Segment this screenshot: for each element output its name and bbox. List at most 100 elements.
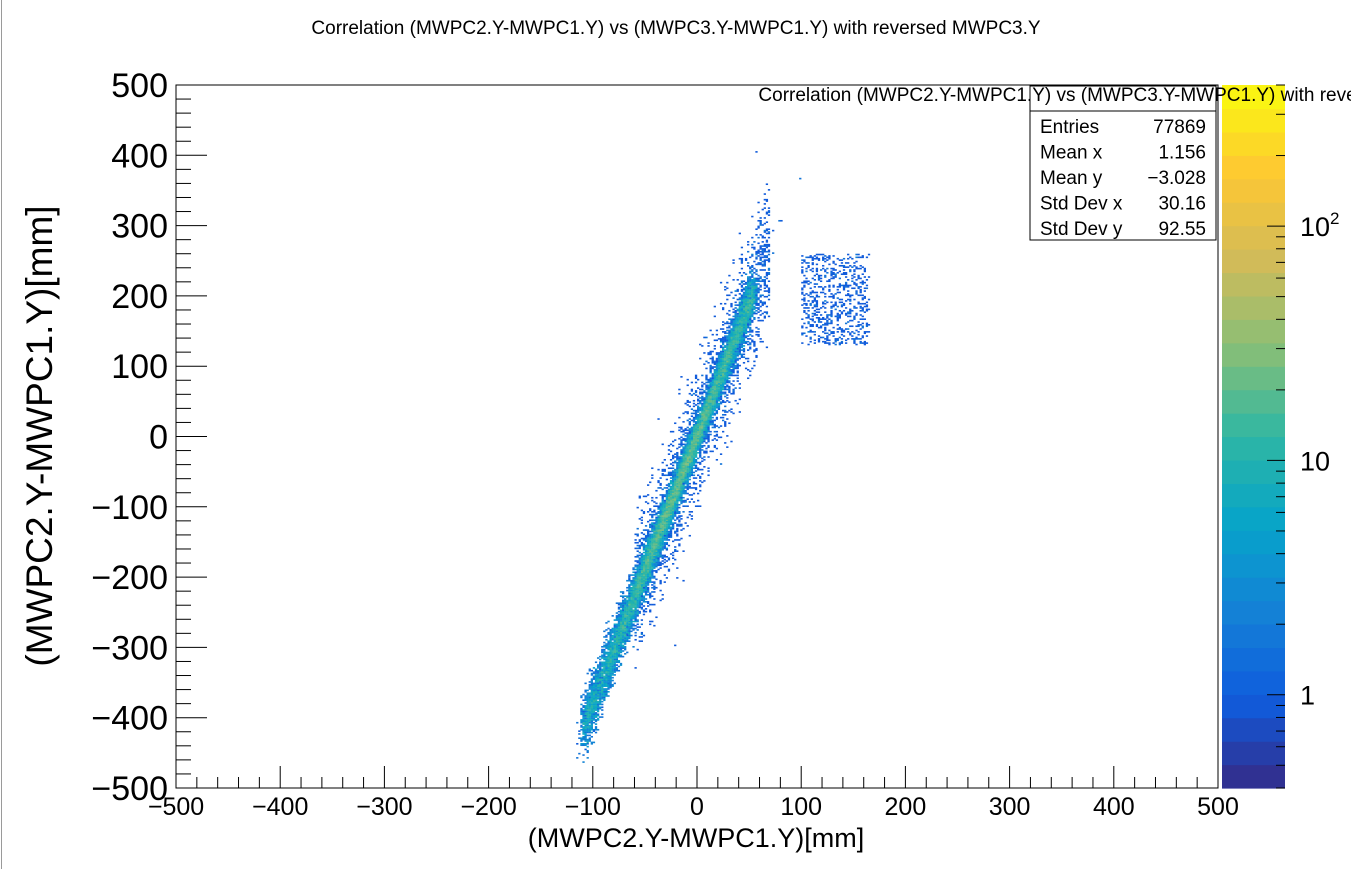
heatmap-cell (657, 522, 660, 524)
heatmap-cell (624, 643, 627, 645)
heatmap-cell (724, 354, 727, 357)
heatmap-cell (669, 530, 673, 533)
heatmap-cell (694, 430, 698, 433)
heatmap-cell (663, 522, 666, 524)
heatmap-cell (605, 634, 608, 637)
heatmap-cell (607, 655, 610, 658)
heatmap-cell (717, 391, 721, 394)
heatmap-cell (642, 601, 646, 603)
heatmap-cell (734, 364, 737, 367)
heatmap-cell (661, 546, 664, 548)
heatmap-cell (701, 408, 704, 410)
heatmap-cell (630, 606, 633, 609)
heatmap-cell (619, 640, 623, 642)
heatmap-cell (649, 593, 652, 596)
heatmap-cell (594, 683, 598, 686)
heatmap-cell (701, 426, 704, 429)
heatmap-cell (826, 315, 829, 318)
heatmap-cell (621, 616, 625, 619)
heatmap-cell (815, 305, 819, 308)
heatmap-cell (728, 371, 731, 374)
heatmap-cell (757, 291, 760, 294)
heatmap-cell (636, 599, 639, 602)
heatmap-cell (640, 516, 644, 519)
heatmap-cell (705, 395, 708, 398)
heatmap-cell (644, 536, 648, 538)
heatmap-cell (636, 564, 639, 567)
heatmap-cell (726, 338, 729, 340)
heatmap-cell (697, 423, 700, 426)
heatmap-cell (711, 350, 714, 353)
heatmap-cell (763, 264, 766, 267)
heatmap-cell (628, 622, 631, 624)
heatmap-cell (719, 374, 723, 377)
heatmap-cell (709, 433, 712, 436)
heatmap-cell (667, 501, 671, 503)
heatmap-cell (730, 340, 733, 343)
heatmap-cell (580, 713, 583, 716)
heatmap-cell (642, 533, 646, 536)
heatmap-cell (701, 439, 704, 441)
heatmap-cell (621, 613, 625, 616)
heatmap-cell (684, 489, 687, 492)
heatmap-cell (813, 255, 816, 257)
heatmap-cell (859, 256, 862, 259)
heatmap-cell (653, 547, 656, 550)
heatmap-cell (613, 641, 616, 644)
heatmap-cell (638, 595, 641, 597)
heatmap-cell (699, 436, 702, 439)
heatmap-cell (811, 307, 814, 309)
heatmap-cell (638, 581, 641, 583)
heatmap-cell (707, 387, 710, 389)
heatmap-cell (715, 388, 719, 391)
heatmap-cell (632, 645, 635, 648)
heatmap-cell (680, 470, 683, 472)
heatmap-cell (646, 534, 650, 537)
heatmap-cell (728, 363, 731, 365)
heatmap-cell (609, 641, 612, 644)
heatmap-cell (590, 710, 593, 713)
heatmap-cell (709, 380, 712, 382)
colorbar-tick-label: 1 (1300, 681, 1315, 711)
heatmap-cell (619, 612, 623, 614)
heatmap-cell (694, 458, 698, 461)
heatmap-cell (747, 377, 750, 380)
x-axis-label: (MWPC2.Y-MWPC1.Y)[mm] (528, 823, 865, 853)
heatmap-cell (676, 480, 679, 482)
heatmap-cell (680, 460, 683, 463)
heatmap-cell (742, 288, 746, 291)
heatmap-cell (665, 496, 669, 499)
heatmap-cell (830, 307, 833, 309)
heatmap-cell (765, 256, 769, 259)
heatmap-cell (661, 537, 664, 540)
heatmap-cell (667, 484, 671, 486)
heatmap-cell (699, 443, 702, 446)
heatmap-cell (722, 360, 725, 363)
heatmap-cell (680, 481, 683, 484)
heatmap-cell (586, 727, 589, 730)
heatmap-cell (634, 595, 637, 597)
heatmap-cell (626, 579, 629, 582)
heatmap-cell (692, 429, 696, 432)
heatmap-cell (807, 331, 810, 333)
heatmap-cell (653, 532, 656, 534)
heatmap-cell (592, 717, 596, 720)
heatmap-cell (663, 547, 666, 550)
heatmap-cell (628, 612, 631, 614)
heatmap-cell (586, 689, 589, 692)
heatmap-cell (592, 667, 596, 669)
heatmap-cell (626, 613, 629, 616)
heatmap-cell (669, 499, 673, 502)
heatmap-cell (722, 366, 725, 368)
heatmap-cell (705, 422, 708, 425)
heatmap-cell (671, 526, 675, 529)
heatmap-cell (655, 537, 658, 540)
heatmap-cell (626, 651, 629, 654)
heatmap-cell (605, 638, 608, 641)
heatmap-cell (713, 444, 716, 447)
heatmap-cell (759, 288, 762, 291)
heatmap-cell (726, 360, 729, 363)
heatmap-cell (671, 502, 675, 505)
heatmap-cell (688, 451, 691, 454)
heatmap-cell (807, 300, 810, 302)
